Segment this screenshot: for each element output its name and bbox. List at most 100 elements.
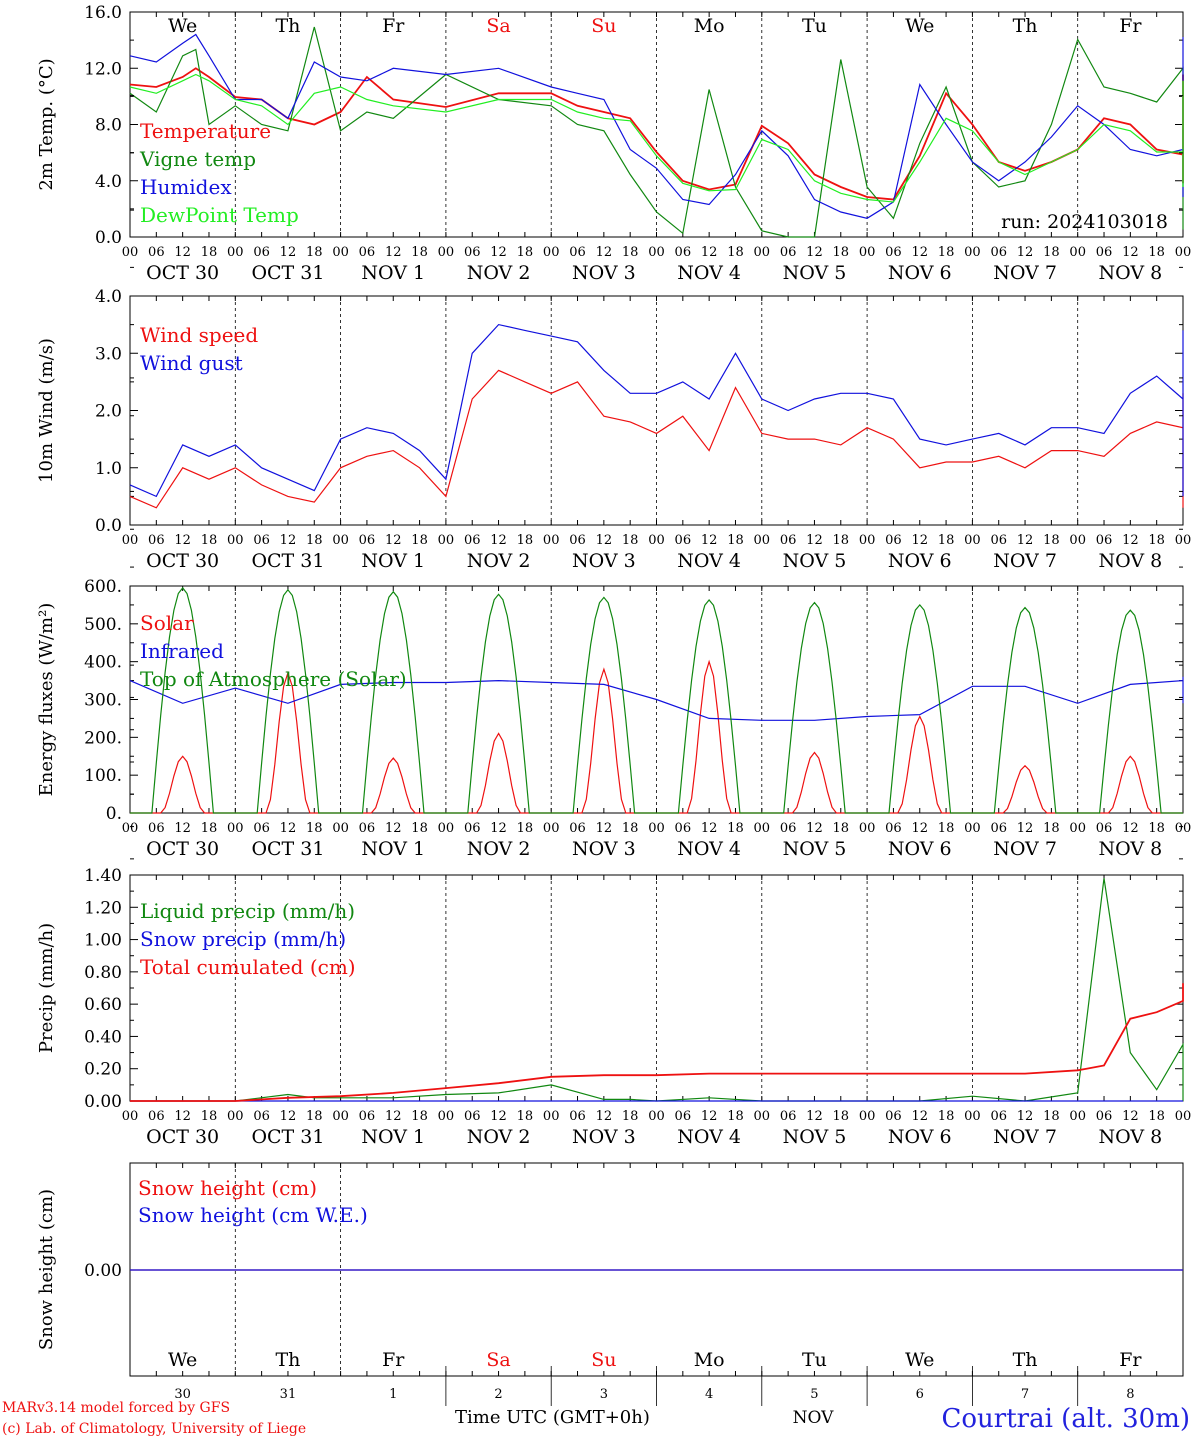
hour-tick-label: 00	[332, 1109, 349, 1124]
hour-tick-label: 12	[174, 1109, 191, 1124]
day-name-label: We	[168, 1349, 197, 1371]
day-name-label: Fr	[382, 1349, 405, 1371]
hour-tick-label: 00	[543, 821, 560, 836]
date-label: NOV 4	[677, 550, 741, 572]
y-tick-label: 16.0	[84, 3, 122, 23]
hour-tick-label: 18	[1043, 821, 1060, 836]
hour-tick-label: 12	[385, 533, 402, 548]
day-number-label: 4	[705, 1387, 713, 1402]
hour-tick-label: 12	[701, 1109, 718, 1124]
hour-tick-label: 18	[938, 821, 955, 836]
legend-entry: Snow height (cm)	[138, 1176, 317, 1200]
date-label: NOV 7	[993, 550, 1057, 572]
date-label: NOV 1	[361, 1126, 425, 1148]
y-axis-label: Snow height (cm)	[36, 1189, 57, 1350]
hour-tick-label: 12	[1122, 821, 1139, 836]
hour-tick-label: 06	[569, 821, 586, 836]
y-tick-label: 4.0	[95, 287, 122, 307]
hour-tick-label: 18	[938, 533, 955, 548]
hour-tick-label: 18	[411, 1109, 428, 1124]
hour-tick-label: 06	[990, 245, 1007, 260]
y-tick-label: 300.	[84, 691, 122, 711]
y-tick-label: 200.	[84, 728, 122, 748]
series-line	[129, 73, 1184, 203]
day-number-label: 5	[810, 1387, 818, 1402]
hour-tick-label: 00	[543, 533, 560, 548]
hour-tick-label: 06	[359, 245, 376, 260]
date-label: NOV 3	[572, 550, 636, 572]
y-axis-label: Energy fluxes (W/m²)	[36, 603, 57, 797]
day-name-label: We	[905, 15, 934, 37]
hour-tick-label: 12	[1122, 533, 1139, 548]
y-tick-label: 400.	[84, 653, 122, 673]
date-label: NOV 4	[677, 262, 741, 284]
hour-tick-label: 12	[385, 245, 402, 260]
hour-tick-label: 12	[911, 1109, 928, 1124]
hour-tick-label: 18	[833, 1109, 850, 1124]
hour-tick-label: 18	[727, 245, 744, 260]
hour-tick-label: 06	[675, 245, 692, 260]
hour-tick-label: 12	[385, 1109, 402, 1124]
hour-tick-label: 18	[833, 245, 850, 260]
hour-tick-label: 06	[148, 245, 165, 260]
hour-tick-label: 12	[806, 533, 823, 548]
hour-tick-label: 18	[727, 533, 744, 548]
hour-tick-label: 12	[1017, 821, 1034, 836]
hour-tick-label: 06	[675, 1109, 692, 1124]
y-tick-label: 1.20	[84, 898, 122, 918]
hour-tick-label: 12	[1122, 1109, 1139, 1124]
date-label: NOV 6	[888, 838, 952, 860]
series-line	[130, 983, 1184, 1102]
hour-tick-label: 06	[1096, 821, 1113, 836]
date-label: NOV 2	[467, 838, 531, 860]
series-line	[129, 676, 1184, 721]
date-label: NOV 3	[572, 838, 636, 860]
date-label: NOV 1	[361, 262, 425, 284]
hour-tick-label: 06	[464, 533, 481, 548]
date-label: NOV 4	[677, 838, 741, 860]
legend-entry: Temperature	[140, 119, 271, 143]
date-label: NOV 5	[783, 550, 847, 572]
hour-tick-label: 06	[990, 1109, 1007, 1124]
hour-tick-label: 12	[806, 1109, 823, 1124]
hour-tick-label: 00	[122, 533, 139, 548]
hour-tick-label: 00	[1069, 245, 1086, 260]
day-name-label: Sa	[486, 15, 510, 37]
y-tick-label: 1.40	[84, 866, 122, 886]
hour-tick-label: 18	[517, 245, 534, 260]
y-tick-label: 100.	[84, 766, 122, 786]
hour-tick-label: 18	[517, 1109, 534, 1124]
hour-tick-label: 00	[859, 533, 876, 548]
hour-tick-label: 18	[201, 533, 218, 548]
y-tick-label: 0.80	[84, 963, 122, 983]
date-label: NOV 1	[361, 550, 425, 572]
hour-tick-label: 06	[990, 533, 1007, 548]
date-label: NOV 7	[993, 262, 1057, 284]
hour-tick-label: 18	[1043, 1109, 1060, 1124]
hour-tick-label: 00	[859, 1109, 876, 1124]
hour-tick-label: 00	[122, 1109, 139, 1124]
hour-tick-label: 12	[1017, 1109, 1034, 1124]
hour-tick-label: 18	[622, 1109, 639, 1124]
time-axis-label: Time UTC (GMT+0h)	[455, 1407, 650, 1428]
y-tick-label: 0.40	[84, 1027, 122, 1047]
hour-tick-label: 00	[754, 533, 771, 548]
legend-entry: Wind gust	[140, 351, 243, 375]
hour-tick-label: 18	[1148, 533, 1165, 548]
series-line	[129, 323, 1184, 498]
hour-tick-label: 06	[359, 821, 376, 836]
y-axis-label: 2m Temp. (°C)	[36, 58, 57, 190]
legend-entry: Total cumulated (cm)	[140, 955, 356, 979]
hour-tick-label: 00	[648, 821, 665, 836]
legend-entry: Humidex	[140, 175, 232, 199]
hour-tick-label: 00	[964, 533, 981, 548]
hour-tick-label: 06	[359, 1109, 376, 1124]
y-tick-label: 0.0	[95, 228, 122, 248]
hour-tick-label: 12	[385, 821, 402, 836]
hour-tick-label: 12	[1122, 245, 1139, 260]
hour-tick-label: 06	[1096, 1109, 1113, 1124]
hour-tick-label: 18	[306, 245, 323, 260]
date-label: NOV 1	[361, 838, 425, 860]
y-tick-label: 1.00	[84, 931, 122, 951]
